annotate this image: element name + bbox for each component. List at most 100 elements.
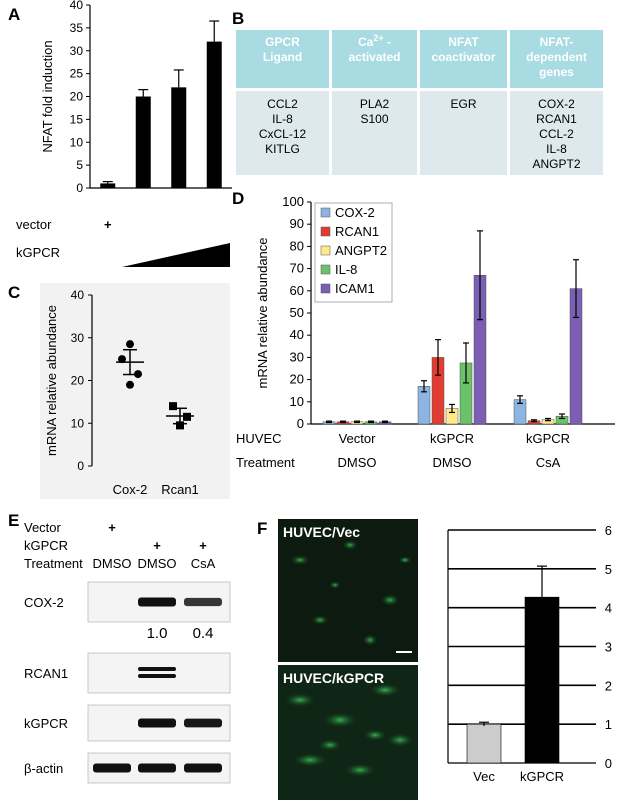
data-point xyxy=(169,402,177,411)
blot-label: COX-2 xyxy=(24,595,64,610)
legend-label: ANGPT2 xyxy=(335,243,387,258)
fluorescence-images: HUVEC/Vec HUVEC/kGPCR xyxy=(278,519,418,800)
table-cell-text: RCAN1 xyxy=(536,112,577,126)
legend-label: RCAN1 xyxy=(335,224,379,239)
table-body-cell xyxy=(510,91,603,175)
y-tick-label: 5 xyxy=(76,158,83,172)
table-header-text: coactivator xyxy=(431,50,495,64)
y-tick-label: 5 xyxy=(605,562,612,577)
bar xyxy=(100,183,116,188)
table-header-cell xyxy=(420,30,507,88)
protein-band xyxy=(138,763,176,773)
data-point xyxy=(126,340,134,349)
panel-a-letter: A xyxy=(8,5,20,24)
table-header-text: dependent xyxy=(526,50,587,64)
row-value: DMSO xyxy=(338,455,377,470)
table-header-text: NFAT- xyxy=(540,35,574,49)
legend-swatch xyxy=(320,264,331,275)
legend: COX-2 RCAN1 ANGPT2 IL-8 ICAM1 xyxy=(314,202,393,303)
bar xyxy=(206,41,222,188)
table-cell-text: ANGPT2 xyxy=(532,157,580,171)
lane-mark: DMSO xyxy=(93,556,132,571)
y-tick-label: 35 xyxy=(70,21,84,35)
x-category-label: kGPCR xyxy=(520,769,564,784)
legend-label: ICAM1 xyxy=(335,281,375,296)
blot-label: kGPCR xyxy=(24,716,68,731)
panel-f-letter: F xyxy=(257,519,267,538)
protein-band xyxy=(138,674,176,678)
table-cell-text: KITLG xyxy=(265,142,300,156)
table-header-cell xyxy=(332,30,417,88)
y-tick-label: 40 xyxy=(290,327,304,342)
plot-background xyxy=(40,283,230,499)
bar xyxy=(135,96,151,188)
y-axis-label: mRNA relative abundance xyxy=(255,237,270,388)
fluorescent-cell xyxy=(344,763,376,777)
x-category-label: Vec xyxy=(473,769,495,784)
data-point xyxy=(183,412,191,421)
table-body-cell xyxy=(420,91,507,175)
fluorescent-cell xyxy=(386,733,414,747)
fluorescent-cell xyxy=(311,615,329,625)
protein-band xyxy=(184,718,222,728)
legend-swatch xyxy=(320,226,331,237)
row-value: DMSO xyxy=(433,455,472,470)
y-tick-label: 1 xyxy=(605,717,612,732)
y-tick-label: 10 xyxy=(290,394,304,409)
protein-band xyxy=(138,718,176,728)
row-value: CsA xyxy=(536,455,561,470)
fluorescent-cell xyxy=(369,683,401,697)
y-tick-label: 25 xyxy=(70,67,84,81)
panel-a-axis: 0 5 10 15 20 25 30 35 40 NFAT fold induction xyxy=(40,0,232,195)
fluorescent-cell xyxy=(284,693,316,707)
data-point xyxy=(176,421,184,430)
fluorescent-cell xyxy=(318,739,342,751)
panel-c-letter: C xyxy=(8,283,20,302)
panel-b-letter: B xyxy=(232,9,244,28)
y-tick-label: 20 xyxy=(71,374,85,388)
panel-d-plot: 0 10 20 30 40 50 60 70 80 90 100 mRNA relative abun… xyxy=(236,194,615,470)
bar xyxy=(171,87,187,188)
protein-band xyxy=(184,763,222,773)
fluorescent-cell xyxy=(342,540,358,550)
panel-a-bars xyxy=(100,20,222,188)
table-cell-text: IL-8 xyxy=(546,142,567,156)
image-label: HUVEC/kGPCR xyxy=(283,670,384,686)
row-value: kGPCR xyxy=(430,431,474,446)
y-tick-label: 20 xyxy=(290,372,304,387)
superscript: 2+ xyxy=(373,33,383,43)
table-body-cell xyxy=(332,91,417,175)
row-value: kGPCR xyxy=(526,431,570,446)
panel-f-plot: 0 1 2 3 4 5 6 Vec kGPCR xyxy=(447,523,612,784)
y-tick-label: 3 xyxy=(605,640,612,655)
y-tick-label: 0 xyxy=(605,756,612,771)
panel-f: F HUVEC/Vec HUVEC/kGPCR 0 1 2 3 4 5 6 Vec kGPCR xyxy=(257,519,612,800)
protein-band xyxy=(138,597,176,607)
dose-ramp xyxy=(121,243,230,267)
y-tick-label: 20 xyxy=(70,90,84,104)
table-header-text: Ligand xyxy=(263,50,302,64)
panel-d: D 0 10 20 30 40 50 60 70 80 90 100 mRNA relative ab… xyxy=(232,189,615,470)
y-tick-label: 0 xyxy=(76,181,83,195)
y-tick-label: 90 xyxy=(290,216,304,231)
y-tick-label: 6 xyxy=(605,523,612,538)
bar xyxy=(524,596,560,764)
lane-mark: DMSO xyxy=(138,556,177,571)
lane-mark: + xyxy=(108,520,116,535)
y-axis-label: NFAT fold induction xyxy=(40,40,55,152)
row-label: HUVEC xyxy=(236,431,282,446)
y-axis-label: mRNA relative abundance xyxy=(44,305,59,456)
blot-label: RCAN1 xyxy=(24,666,68,681)
row-value: Vector xyxy=(339,431,377,446)
fluorescent-cell xyxy=(292,753,328,767)
y-tick-label: 40 xyxy=(70,0,84,12)
blot-label: β-actin xyxy=(24,761,63,776)
panel-c: C 0 10 20 30 40 mRNA relative abundance Cox-2 R… xyxy=(8,283,230,499)
y-tick-label: 70 xyxy=(290,261,304,276)
y-tick-label: 80 xyxy=(290,238,304,253)
legend-swatch xyxy=(320,283,331,294)
fluorescent-cell xyxy=(398,556,412,564)
table-header-text: GPCR xyxy=(265,35,300,49)
y-tick-label: 15 xyxy=(70,112,84,126)
